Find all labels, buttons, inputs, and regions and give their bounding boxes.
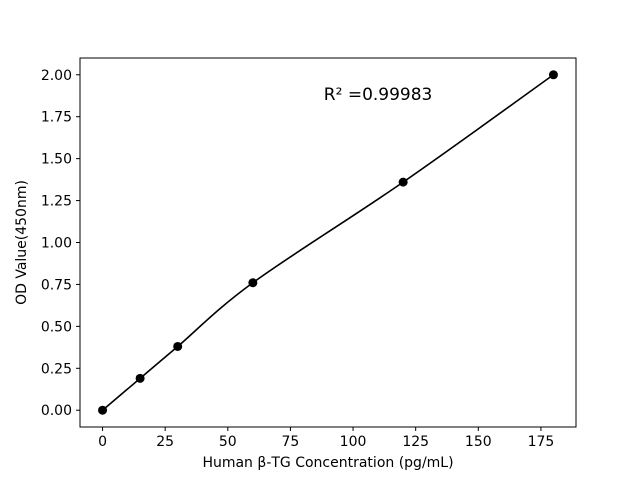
- y-tick-label: 0.00: [41, 403, 72, 419]
- y-tick-label: 1.50: [41, 152, 72, 168]
- data-point-marker: [248, 278, 258, 288]
- x-tick-label: 175: [528, 434, 555, 450]
- x-axis: 0 25 50 75 100 125 150 175: [98, 427, 554, 450]
- x-tick-label: 150: [465, 434, 492, 450]
- x-tick-label: 25: [156, 434, 174, 450]
- x-tick-label: 75: [282, 434, 300, 450]
- r-squared-annotation: R² =0.99983: [324, 85, 433, 105]
- data-point-marker: [135, 373, 145, 383]
- data-point-marker: [398, 177, 408, 187]
- y-axis: 0.00 0.25 0.50 0.75 1.00 1.25 1.50 1.75 2.00: [41, 68, 80, 419]
- y-tick-label: 0.75: [41, 277, 72, 293]
- y-tick-label: 1.25: [41, 194, 72, 210]
- data-point-marker: [548, 70, 558, 80]
- x-tick-label: 50: [219, 434, 237, 450]
- x-tick-label: 0: [98, 434, 107, 450]
- data-point-marker: [98, 405, 108, 415]
- data-points: [98, 70, 558, 415]
- y-tick-label: 2.00: [41, 68, 72, 84]
- x-tick-label: 100: [340, 434, 367, 450]
- data-point-marker: [173, 341, 183, 351]
- plot-border: [79, 57, 577, 428]
- y-tick-label: 1.75: [41, 110, 72, 126]
- y-tick-label: 1.00: [41, 236, 72, 252]
- x-tick-label: 125: [402, 434, 429, 450]
- y-tick-label: 0.50: [41, 319, 72, 335]
- x-axis-label: Human β-TG Concentration (pg/mL): [202, 455, 453, 471]
- y-axis-label: OD Value(450nm): [14, 180, 30, 305]
- y-tick-label: 0.25: [41, 361, 72, 377]
